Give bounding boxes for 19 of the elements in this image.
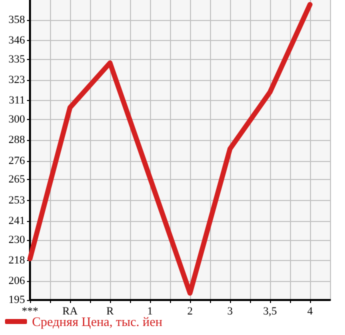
- y-tick-label: 230: [8, 234, 26, 246]
- y-tick-label: 346: [8, 34, 26, 47]
- y-tick-label: 265: [8, 174, 26, 186]
- y-tick-label: 335: [8, 53, 26, 66]
- y-tick-label: 300: [8, 114, 26, 126]
- y-tick-label: 241: [8, 214, 25, 227]
- x-tick-label: 2: [187, 306, 193, 318]
- y-tick-label: 195: [8, 294, 26, 306]
- y-tick-label: 253: [8, 194, 26, 206]
- y-tick-label: 218: [8, 254, 26, 266]
- x-tick-label: 4: [307, 306, 314, 318]
- y-tick-label: 358: [8, 14, 26, 26]
- y-tick-label: 311: [8, 94, 25, 107]
- y-tick-label: 206: [8, 275, 26, 288]
- y-tick-label: 276: [8, 154, 26, 167]
- y-tick-label: 323: [8, 74, 26, 86]
- y-tick-label: 288: [8, 134, 26, 146]
- x-tick-label: 3,5: [263, 306, 278, 318]
- x-tick-label: 3: [227, 306, 234, 318]
